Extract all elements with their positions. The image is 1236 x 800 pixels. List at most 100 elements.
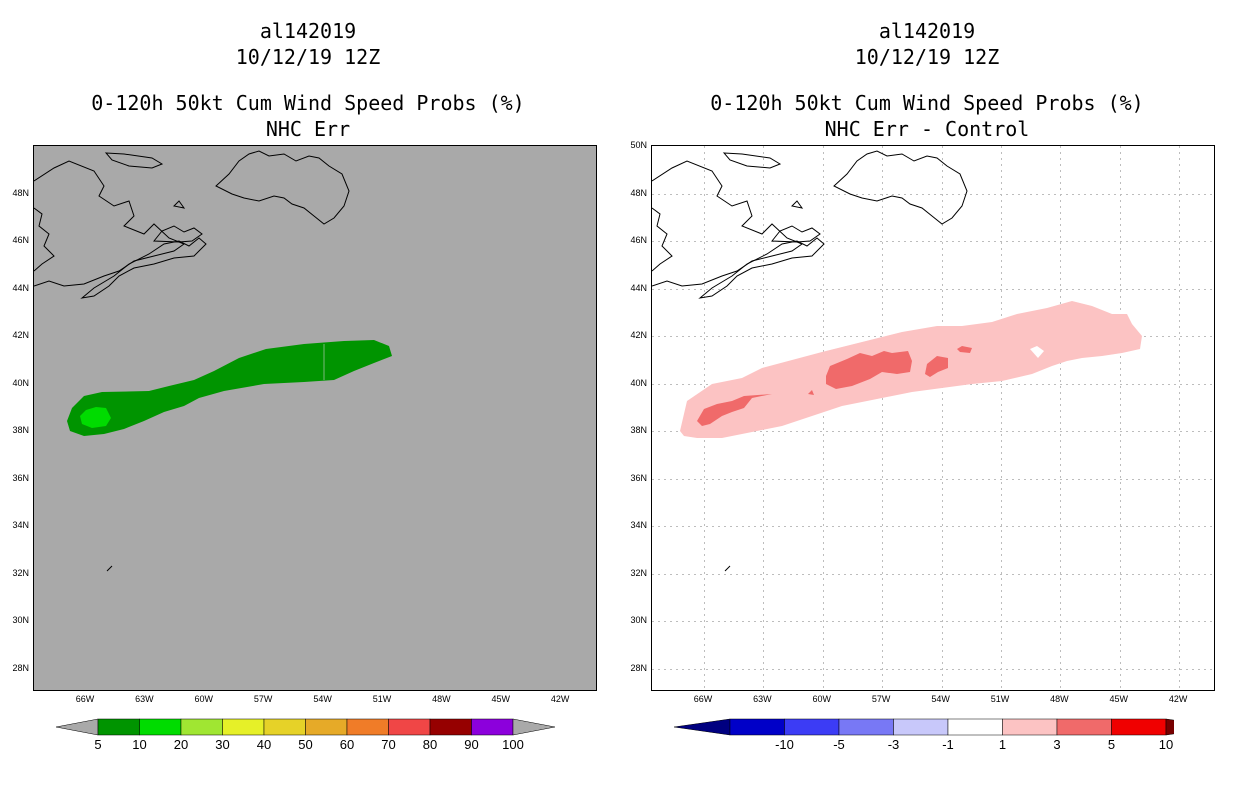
lat-label-46N: 46N <box>12 235 29 245</box>
colorbar-swatch <box>346 718 389 736</box>
right-subtitle: NHC Err - Control <box>824 117 1030 141</box>
lat-label-44N: 44N <box>630 282 647 293</box>
left-product: 0-120h 50kt Cum Wind Speed Probs (%) <box>91 91 525 115</box>
colorbar-right-end <box>1165 718 1174 736</box>
lon-label-42W: 42W <box>1168 694 1188 704</box>
lat-label-38N: 38N <box>12 425 29 435</box>
right-datetime: 10/12/19 12Z <box>854 45 1000 69</box>
colorbar-tick-label: 1 <box>998 737 1007 752</box>
lat-label-34N: 34N <box>630 520 647 530</box>
colorbar-right-end <box>512 718 556 736</box>
left-prob-contours <box>67 340 392 436</box>
right-coastline <box>652 150 968 572</box>
lon-label-66W: 66W <box>693 694 713 704</box>
lat-label-28N: 28N <box>630 662 647 673</box>
colorbar-tick-label: 100 <box>502 737 524 752</box>
left-datetime: 10/12/19 12Z <box>235 45 381 69</box>
colorbar-swatch <box>429 718 472 736</box>
lat-label-28N: 28N <box>12 662 29 673</box>
colorbar-tick-label: 10 <box>1158 737 1174 752</box>
colorbar-tick-label: 60 <box>339 737 355 752</box>
colorbar-tick-label: -3 <box>887 737 900 752</box>
lat-label-40N: 40N <box>12 377 29 388</box>
left-storm-id: al142019 <box>259 19 357 43</box>
colorbar-swatch <box>139 718 182 736</box>
lat-label-30N: 30N <box>630 615 647 625</box>
left-map-svg <box>34 146 596 690</box>
colorbar-tick-label: -10 <box>775 737 794 752</box>
lat-label-30N: 30N <box>12 615 29 625</box>
left-title-block: al142019 10/12/19 12Z <box>28 18 588 70</box>
colorbar-tick-label: 70 <box>381 737 396 752</box>
colorbar-swatch <box>388 718 431 736</box>
right-product: 0-120h 50kt Cum Wind Speed Probs (%) <box>710 91 1144 115</box>
left-colorbar <box>56 718 556 736</box>
colorbar-swatch <box>784 718 840 736</box>
colorbar-tick-label: 10 <box>132 737 147 752</box>
lat-label-42N: 42N <box>12 330 29 340</box>
left-map-panel: 50N <box>33 145 597 691</box>
colorbar-tick-label: 30 <box>215 737 230 752</box>
right-storm-id: al142019 <box>878 19 976 43</box>
lat-label-42N: 42N <box>630 330 647 340</box>
colorbar-tick-label: 3 <box>1053 737 1061 752</box>
colorbar-left-end <box>56 718 99 736</box>
lat-label-40N: 40N <box>630 377 647 388</box>
lon-label-45W: 45W <box>1109 694 1129 704</box>
lat-label-36N: 36N <box>630 472 647 483</box>
colorbar-swatch <box>222 718 265 736</box>
lon-label-66W: 66W <box>75 694 95 704</box>
lat-label-32N: 32N <box>630 567 647 578</box>
lat-label-46N: 46N <box>630 235 647 245</box>
lon-label-54W: 54W <box>313 694 332 704</box>
colorbar-tick-label: 90 <box>464 737 479 752</box>
left-product-block: 0-120h 50kt Cum Wind Speed Probs (%) NHC… <box>28 90 588 142</box>
colorbar-swatch <box>947 718 1003 736</box>
right-map-panel <box>651 145 1215 691</box>
left-subtitle: NHC Err <box>265 117 351 141</box>
lon-label-51W: 51W <box>990 694 1010 704</box>
lat-label-38N: 38N <box>630 425 647 435</box>
right-map-svg <box>652 146 1214 690</box>
colorbar-swatch <box>1111 718 1167 736</box>
lon-label-60W: 60W <box>812 694 832 704</box>
lon-label-51W: 51W <box>372 694 392 704</box>
colorbar-swatch <box>893 718 949 736</box>
right-grid <box>652 146 1214 690</box>
colorbar-left-end <box>674 718 731 736</box>
colorbar-tick-label: -1 <box>942 737 954 752</box>
right-product-block: 0-120h 50kt Cum Wind Speed Probs (%) NHC… <box>647 90 1207 142</box>
left-coastline <box>34 150 350 572</box>
colorbar-swatch <box>1002 718 1058 736</box>
lat-label-44N: 44N <box>12 282 29 293</box>
colorbar-swatch <box>263 718 306 736</box>
lon-label-60W: 60W <box>194 694 214 704</box>
lon-label-57W: 57W <box>253 694 273 704</box>
colorbar-tick-label: 40 <box>256 737 272 752</box>
right-title-block: al142019 10/12/19 12Z <box>647 18 1207 70</box>
lat-label-32N: 32N <box>12 567 29 578</box>
colorbar-tick-label: 80 <box>422 737 438 752</box>
lon-label-48W: 48W <box>432 694 451 704</box>
lon-label-42W: 42W <box>550 694 570 704</box>
lon-label-57W: 57W <box>871 694 891 704</box>
colorbar-tick-label: 20 <box>173 737 189 752</box>
colorbar-swatch <box>1056 718 1112 736</box>
lat-label-48N: 48N <box>12 187 29 198</box>
lat-label-48N: 48N <box>630 187 647 198</box>
colorbar-swatch <box>729 718 785 736</box>
lon-label-48W: 48W <box>1050 694 1069 704</box>
colorbar-tick-label: 5 <box>1107 737 1116 752</box>
colorbar-swatch <box>97 718 140 736</box>
lon-label-63W: 63W <box>135 694 154 704</box>
colorbar-swatch <box>180 718 223 736</box>
colorbar-swatch <box>305 718 348 736</box>
colorbar-swatch <box>471 718 514 736</box>
lon-label-54W: 54W <box>931 694 950 704</box>
lon-label-63W: 63W <box>753 694 772 704</box>
right-diff-contours <box>680 301 1142 438</box>
colorbar-tick-label: -5 <box>833 737 845 752</box>
lon-label-45W: 45W <box>491 694 511 704</box>
colorbar-tick-label: 50 <box>298 737 313 752</box>
right-colorbar <box>674 718 1174 736</box>
